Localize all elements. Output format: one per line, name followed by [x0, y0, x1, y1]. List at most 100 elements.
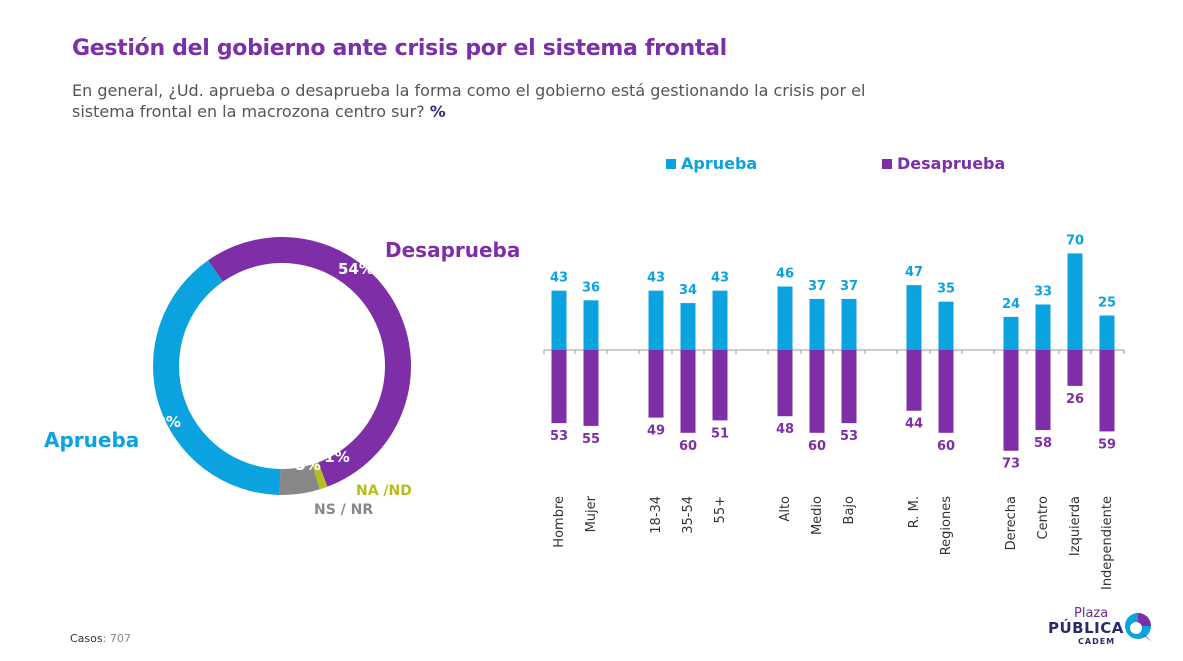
subtitle-unit: % [429, 102, 446, 121]
logo-line1: Plaza [1074, 606, 1109, 621]
value-aprueba-35-54: 34 [679, 283, 697, 298]
legend-desaprueba-swatch [882, 158, 892, 169]
donut-slice-desaprueba [208, 237, 411, 487]
value-desaprueba-35-54: 60 [679, 439, 697, 454]
bar-aprueba-alto [777, 286, 793, 350]
category-label-regiones: Regiones [939, 496, 954, 556]
bar-aprueba-derecha [1003, 316, 1019, 350]
legend-desaprueba-label: Desaprueba [897, 154, 1006, 173]
value-desaprueba-55: 51 [711, 426, 729, 441]
bar-aprueba-35-54 [680, 303, 696, 350]
logo-line3: CADEM [1078, 637, 1116, 646]
cases-footer: Casos: 707 [70, 632, 131, 645]
value-desaprueba-hombre: 53 [550, 429, 568, 444]
bar-desaprueba-independiente [1099, 350, 1115, 432]
legend-desaprueba: Desaprueba [882, 154, 1005, 173]
donut-value-desaprueba: 54% [338, 260, 374, 278]
category-label-medio: Medio [810, 496, 825, 535]
value-aprueba-derecha: 24 [1002, 297, 1020, 312]
donut-label-aprueba: Aprueba [44, 428, 139, 452]
category-label-derecha: Derecha [1004, 496, 1019, 550]
bar-aprueba-mujer [583, 300, 599, 350]
bar-aprueba-bajo [841, 298, 857, 350]
donut-slice-ns-nr [279, 464, 320, 495]
bar-aprueba-r-m [906, 285, 922, 350]
bar-aprueba-centro [1035, 304, 1051, 350]
bar-aprueba-55 [712, 290, 728, 350]
value-aprueba-alto: 46 [776, 267, 794, 282]
value-aprueba-mujer: 36 [582, 280, 600, 295]
value-aprueba-medio: 37 [808, 279, 826, 294]
category-label-35-54: 35-54 [681, 496, 696, 534]
category-label-alto: Alto [778, 496, 793, 522]
value-desaprueba-izquierda: 26 [1066, 392, 1084, 407]
chart-subtitle: En general, ¿Ud. aprueba o desaprueba la… [72, 80, 902, 122]
donut-slice-aprueba [153, 260, 281, 495]
bar-desaprueba-18-34 [648, 350, 664, 418]
category-label-18-34: 18-34 [649, 496, 664, 534]
value-desaprueba-alto: 48 [776, 422, 794, 437]
value-aprueba-independiente: 25 [1098, 296, 1116, 311]
category-label-55: 55+ [713, 496, 728, 523]
cases-value: : 707 [102, 632, 131, 645]
logo-mark [1125, 613, 1152, 642]
value-desaprueba-bajo: 53 [840, 429, 858, 444]
bar-desaprueba-derecha [1003, 350, 1019, 451]
value-desaprueba-derecha: 73 [1002, 457, 1020, 472]
value-aprueba-r-m: 47 [905, 265, 923, 280]
category-label-mujer: Mujer [584, 495, 599, 532]
value-desaprueba-18-34: 49 [647, 424, 665, 439]
bar-desaprueba-mujer [583, 350, 599, 426]
bar-desaprueba-35-54 [680, 350, 696, 433]
value-desaprueba-mujer: 55 [582, 432, 600, 447]
value-desaprueba-r-m: 44 [905, 417, 923, 432]
legend-aprueba-label: Aprueba [681, 154, 758, 173]
bar-desaprueba-izquierda [1067, 350, 1083, 386]
category-label-izquierda: Izquierda [1068, 496, 1083, 556]
value-aprueba-18-34: 43 [647, 271, 665, 286]
bar-desaprueba-bajo [841, 350, 857, 424]
value-desaprueba-medio: 60 [808, 439, 826, 454]
legend-aprueba: Aprueba [666, 154, 757, 173]
value-aprueba-regiones: 35 [937, 282, 955, 297]
subtitle-text: En general, ¿Ud. aprueba o desaprueba la… [72, 81, 866, 121]
bar-desaprueba-r-m [906, 350, 922, 411]
category-label-independiente: Independiente [1100, 496, 1115, 590]
plaza-publica-cadem-logo: Plaza PÚBLICA CADEM [1048, 606, 1160, 652]
donut-label-ns-nr: NS / NR [314, 502, 373, 518]
donut-label-desaprueba: Desaprueba [385, 238, 520, 262]
category-label-hombre: Hombre [552, 496, 567, 548]
category-label-centro: Centro [1036, 496, 1051, 539]
value-aprueba-izquierda: 70 [1066, 233, 1084, 248]
donut-value-aprueba: 40% [145, 413, 181, 431]
bar-aprueba-regiones [938, 301, 954, 350]
chart-title: Gestión del gobierno ante crisis por el … [72, 36, 727, 61]
logo-line2: PÚBLICA [1048, 619, 1124, 637]
donut-slice-na-nd [312, 462, 328, 490]
value-aprueba-55: 43 [711, 271, 729, 286]
value-aprueba-bajo: 37 [840, 279, 858, 294]
category-label-bajo: Bajo [842, 496, 857, 524]
bar-aprueba-independiente [1099, 315, 1115, 350]
bar-aprueba-hombre [551, 290, 567, 350]
value-aprueba-centro: 33 [1034, 284, 1052, 299]
bar-aprueba-izquierda [1067, 253, 1083, 350]
value-aprueba-hombre: 43 [550, 271, 568, 286]
value-desaprueba-independiente: 59 [1098, 437, 1116, 452]
bar-desaprueba-alto [777, 350, 793, 417]
category-label-r-m: R. M. [907, 496, 922, 528]
value-desaprueba-centro: 58 [1034, 436, 1052, 451]
cases-label: Casos [70, 632, 103, 645]
bar-aprueba-medio [809, 298, 825, 350]
donut-value-ns-nr: 5% [295, 456, 320, 474]
value-desaprueba-regiones: 60 [937, 439, 955, 454]
bar-desaprueba-centro [1035, 350, 1051, 431]
bar-aprueba-18-34 [648, 290, 664, 350]
donut-value-na-nd: 1% [324, 448, 349, 466]
bar-desaprueba-regiones [938, 350, 954, 433]
bar-desaprueba-medio [809, 350, 825, 433]
donut-label-na-nd: NA /ND [356, 483, 412, 499]
bar-desaprueba-55 [712, 350, 728, 421]
bar-desaprueba-hombre [551, 350, 567, 424]
